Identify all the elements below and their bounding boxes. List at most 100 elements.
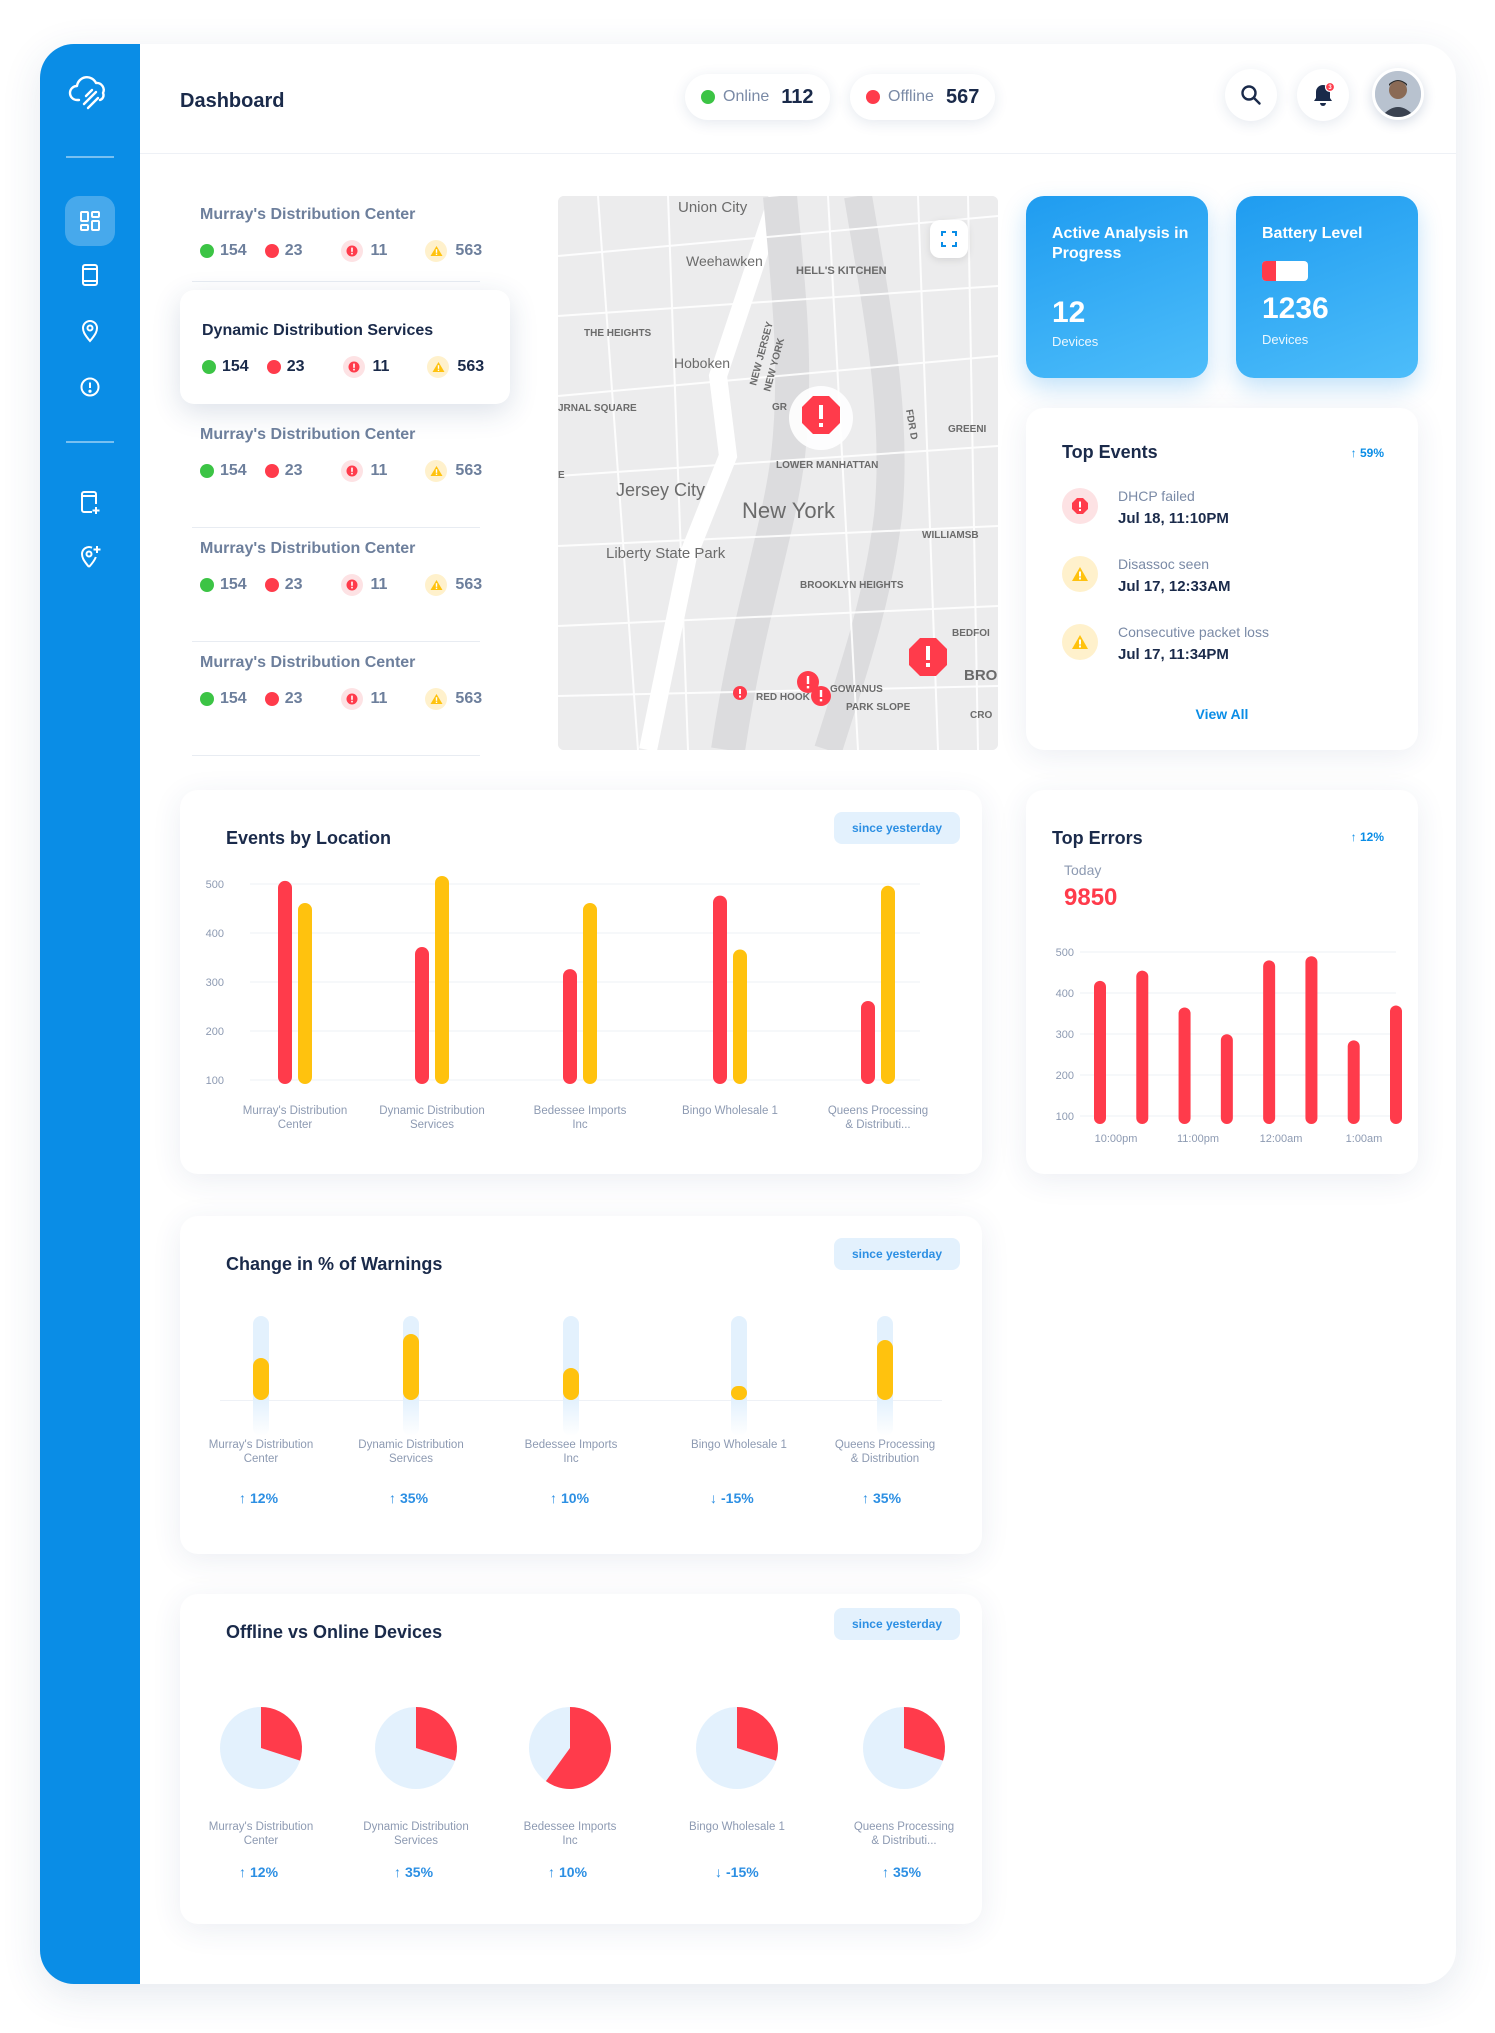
location-item[interactable]: Murray's Distribution Center 154 23 11 5… [192, 642, 482, 756]
warning-level-bar[interactable] [253, 1358, 269, 1400]
error-icon [340, 688, 363, 710]
view-all-link[interactable]: View All [1195, 706, 1249, 722]
offline-dot-icon [264, 692, 279, 706]
map-alert-marker[interactable] [811, 686, 831, 706]
online-dot-icon [200, 578, 214, 592]
bar[interactable] [1263, 960, 1276, 1124]
active-analysis-tile[interactable]: Active Analysis in Progress 12 Devices [1026, 196, 1208, 378]
since-yesterday-chip[interactable]: since yesterday [833, 1238, 960, 1270]
bar[interactable] [713, 895, 727, 1084]
bar[interactable] [1305, 956, 1318, 1124]
bar[interactable] [861, 1000, 875, 1084]
warning-level-bar[interactable] [563, 1368, 579, 1400]
bar[interactable] [733, 949, 747, 1085]
map-label: E [558, 470, 565, 481]
map-alert-marker[interactable] [909, 638, 947, 676]
bar[interactable] [583, 902, 597, 1084]
bar[interactable] [298, 902, 312, 1084]
app-frame: Dashboard Online 112 Offline 567 3 Murra… [40, 44, 1456, 1984]
error-count: 11 [370, 576, 388, 593]
location-item[interactable]: Murray's Distribution Center 154 23 11 5… [192, 414, 482, 528]
sidebar-item-alerts[interactable] [65, 362, 115, 412]
percent-value: -15% [721, 1490, 754, 1506]
sidebar-item-add-location[interactable] [65, 532, 115, 582]
battery-level-tile[interactable]: Battery Level 1236 Devices [1236, 196, 1418, 378]
offline-dot-icon [264, 244, 279, 258]
percent-value: 35% [873, 1490, 902, 1506]
pie-offline-slice[interactable] [904, 1707, 946, 1761]
avatar[interactable] [1372, 68, 1424, 120]
warning-level-bar[interactable] [877, 1340, 893, 1400]
warning-icon [1062, 556, 1098, 592]
category-label: Bingo Wholesale 1 [689, 1821, 785, 1833]
event-item[interactable]: DHCP failed Jul 18, 11:10PM [1062, 488, 1229, 527]
pie-offline-slice[interactable] [737, 1707, 778, 1761]
map-alert-marker[interactable] [789, 386, 853, 450]
arrow-up-icon: ↑ [239, 1490, 246, 1506]
warning-level-bar[interactable] [403, 1334, 419, 1400]
offline-count: 23 [284, 576, 303, 593]
arrow-up-icon: ↑ [882, 1864, 889, 1880]
arrow-down-icon: ↓ [715, 1864, 722, 1880]
map-fullscreen-button[interactable] [930, 220, 968, 258]
online-count: 154 [220, 242, 247, 259]
since-yesterday-chip[interactable]: since yesterday [833, 1608, 960, 1640]
bar[interactable] [1347, 1040, 1360, 1124]
location-stats: 154 23 11 563 [200, 574, 500, 596]
error-icon [1062, 488, 1098, 524]
map-alert-marker[interactable] [733, 686, 747, 700]
search-button[interactable] [1225, 69, 1277, 121]
bar[interactable] [435, 876, 449, 1084]
bar[interactable] [563, 969, 577, 1084]
percent-value: 12% [250, 1490, 279, 1506]
map-label: RED HOOK [756, 692, 811, 703]
bar[interactable] [1390, 1005, 1402, 1125]
pie-offline-slice[interactable] [545, 1707, 611, 1789]
map-alert-marker[interactable] [797, 671, 819, 693]
bar[interactable] [1220, 1034, 1233, 1124]
offline-status-pill[interactable]: Offline 567 [850, 74, 996, 120]
notifications-button[interactable]: 3 [1297, 69, 1349, 121]
location-map[interactable]: Union City Weehawken HELL'S KITCHEN THE … [558, 196, 998, 750]
sidebar-item-locations[interactable] [65, 306, 115, 356]
cloud-logo-icon[interactable] [62, 66, 118, 122]
location-item[interactable]: Murray's Distribution Center 154 23 11 5… [192, 194, 482, 282]
warning-level-bar[interactable] [731, 1386, 747, 1400]
error-count: 11 [370, 242, 388, 259]
y-tick-label: 300 [206, 977, 224, 989]
bar[interactable] [415, 947, 429, 1084]
since-yesterday-chip[interactable]: since yesterday [833, 812, 960, 844]
bar[interactable] [1094, 980, 1106, 1124]
map-label: GR [772, 402, 788, 413]
pie-offline-slice[interactable] [261, 1707, 302, 1761]
event-item[interactable]: Disassoc seen Jul 17, 12:33AM [1062, 556, 1231, 595]
sidebar-item-add-device[interactable] [65, 478, 115, 528]
online-count: 154 [222, 358, 249, 375]
top-bar: Dashboard Online 112 Offline 567 3 [140, 44, 1456, 154]
fullscreen-icon [941, 231, 957, 247]
location-item-selected[interactable]: Dynamic Distribution Services 154 23 11 … [180, 290, 510, 404]
warnings-change-card: Change in % of Warnings since yesterday … [180, 1216, 982, 1554]
map-label: CRO [970, 710, 992, 721]
pie-offline-slice[interactable] [416, 1707, 457, 1761]
event-date: Jul 17, 12:33AM [1118, 578, 1231, 595]
location-item[interactable]: Murray's Distribution Center 154 23 11 5… [192, 528, 482, 642]
category-label: Bedessee Imports Inc [524, 1439, 618, 1465]
bar[interactable] [881, 885, 895, 1084]
bar[interactable] [1136, 970, 1149, 1124]
add-location-icon [80, 546, 101, 568]
online-status-pill[interactable]: Online 112 [685, 74, 830, 120]
bar[interactable] [278, 880, 292, 1084]
sidebar-item-dashboard[interactable] [65, 196, 115, 246]
map-label: FDR D [903, 409, 919, 441]
event-date: Jul 18, 11:10PM [1118, 510, 1229, 527]
sidebar-item-devices[interactable] [65, 250, 115, 300]
offline-dot-icon [264, 578, 279, 592]
map-label: THE HEIGHTS [584, 328, 652, 339]
bar[interactable] [1178, 1007, 1191, 1124]
event-item[interactable]: Consecutive packet loss Jul 17, 11:34PM [1062, 624, 1269, 663]
map-label: JRNAL SQUARE [558, 403, 637, 414]
top-errors-card: Top Errors ↑ 12% Today 9850 100 200 300 400… [1026, 790, 1418, 1174]
percent-change: ↑ 35% [389, 1490, 428, 1506]
percent-change: ↑ 12% [239, 1864, 278, 1880]
